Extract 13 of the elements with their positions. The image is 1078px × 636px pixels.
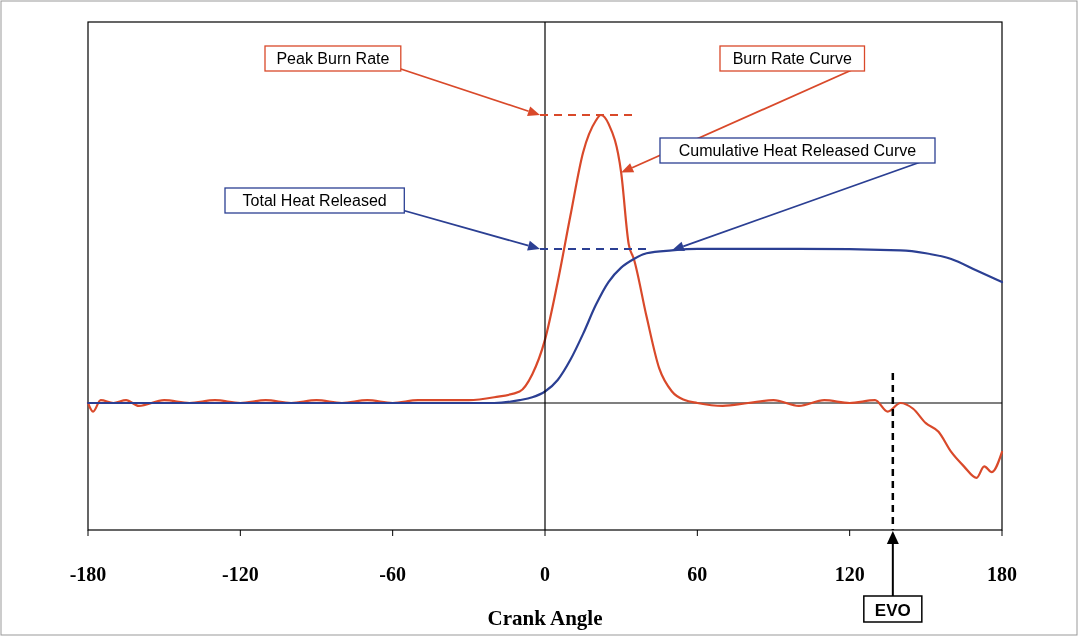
- x-tick-label: -180: [69, 563, 107, 585]
- x-tick-label: 120: [834, 563, 865, 585]
- x-tick-label: -120: [222, 563, 259, 585]
- text: Peak Burn Rate: [276, 50, 390, 67]
- annotation: Total Heat Released: [242, 192, 387, 209]
- x-tick-label: 60: [687, 563, 708, 585]
- ref-line-label: EVO: [874, 601, 911, 620]
- x-tick-label: 180: [987, 563, 1017, 585]
- annotation: Cumulative Heat Released Curve: [678, 142, 917, 159]
- x-tick-label: 0: [540, 563, 550, 585]
- x-tick-label: -60: [379, 563, 406, 585]
- x-axis-title: Crank Angle: [487, 606, 603, 630]
- text: Burn Rate Curve: [732, 50, 852, 67]
